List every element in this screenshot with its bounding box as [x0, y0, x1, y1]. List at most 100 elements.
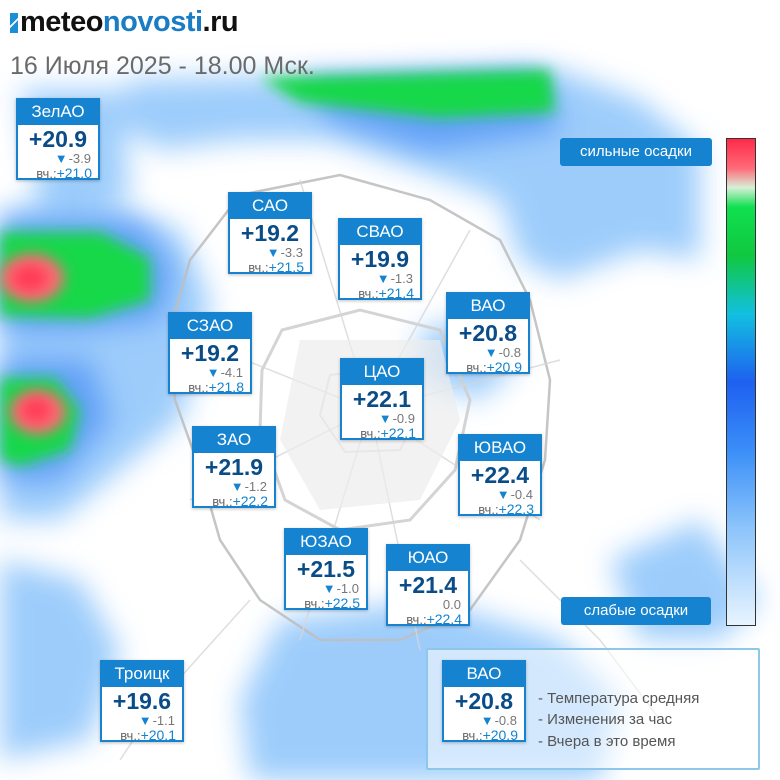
hourly-change-value: -4.1 — [220, 365, 243, 380]
hourly-change: ▼-1.1 — [139, 713, 175, 728]
down-triangle-icon: ▼ — [206, 365, 220, 380]
district-card-zao[interactable]: ЗАО +21.9 ▼-1.2 вч.:+22.2 — [192, 426, 276, 509]
district-temperature: +20.8 — [454, 688, 514, 714]
down-triangle-icon: ▼ — [266, 245, 280, 260]
hourly-change-value: -0.8 — [494, 713, 517, 728]
district-name: ВАО — [442, 660, 526, 687]
yesterday-value: +22.3 — [498, 501, 534, 517]
yesterday-label: вч.: — [120, 728, 141, 743]
district-name: ЦАО — [340, 358, 424, 385]
hourly-change: ▼-1.2 — [231, 479, 267, 494]
yesterday-temperature: вч.:+21.4 — [358, 285, 414, 301]
forecast-date: 16 Июля 2025 - 18.00 Мск. — [10, 52, 315, 80]
yesterday-value: +21.4 — [378, 285, 414, 301]
yesterday-temperature: вч.:+20.1 — [120, 727, 176, 743]
district-name: САО — [228, 192, 312, 219]
down-triangle-icon: ▼ — [54, 151, 68, 166]
hourly-change: ▼-3.9 — [55, 151, 91, 166]
yesterday-label: вч.: — [462, 728, 483, 743]
yesterday-temperature: вч.:+22.4 — [406, 611, 462, 627]
district-card-szao[interactable]: СЗАО +19.2 ▼-4.1 вч.:+21.8 — [168, 312, 252, 395]
yesterday-value: +22.1 — [380, 425, 416, 441]
site-logo[interactable]: meteonovosti.ru — [10, 6, 239, 39]
district-temperature: +20.9 — [28, 126, 88, 152]
district-temperature: +22.1 — [352, 386, 412, 412]
district-card-yuao[interactable]: ЮАО +21.4 0.0 вч.:+22.4 — [386, 544, 470, 627]
down-triangle-icon: ▼ — [138, 713, 152, 728]
hourly-change: ▼-0.8 — [481, 713, 517, 728]
down-triangle-icon: ▼ — [378, 411, 392, 426]
district-temperature: +22.4 — [470, 462, 530, 488]
district-name: ЮЗАО — [284, 528, 368, 555]
yesterday-label: вч.: — [188, 380, 209, 395]
hourly-change-value: -1.2 — [244, 479, 267, 494]
hourly-change-value: -0.9 — [392, 411, 415, 426]
hourly-change-value: -0.8 — [498, 345, 521, 360]
yesterday-label: вч.: — [478, 502, 499, 517]
hourly-change-value: -3.3 — [280, 245, 303, 260]
yesterday-temperature: вч.:+20.9 — [462, 727, 518, 743]
hourly-change: 0.0 — [443, 597, 461, 612]
yesterday-temperature: вч.:+20.9 — [466, 359, 522, 375]
yesterday-temperature: вч.:+21.5 — [248, 259, 304, 275]
district-temperature: +19.9 — [350, 246, 410, 272]
yesterday-temperature: вч.:+22.5 — [304, 595, 360, 611]
double-chevron-icon — [10, 13, 18, 33]
hourly-change: ▼-4.1 — [207, 365, 243, 380]
yesterday-temperature: вч.:+21.8 — [188, 379, 244, 395]
yesterday-label: вч.: — [304, 596, 325, 611]
district-temperature: +19.6 — [112, 688, 172, 714]
hourly-change-value: -1.3 — [390, 271, 413, 286]
hourly-change-value: -0.4 — [510, 487, 533, 502]
district-card-yuvao[interactable]: ЮВАО +22.4 ▼-0.4 вч.:+22.3 — [458, 434, 542, 517]
district-card-zelao[interactable]: ЗелАО +20.9 ▼-3.9 вч.:+21.0 — [16, 98, 100, 181]
yesterday-value: +22.5 — [324, 595, 360, 611]
yesterday-label: вч.: — [36, 166, 57, 181]
district-name: СВАО — [338, 218, 422, 245]
yesterday-temperature: вч.:+22.1 — [360, 425, 416, 441]
hourly-change: ▼-3.3 — [267, 245, 303, 260]
district-card-svao[interactable]: СВАО +19.9 ▼-1.3 вч.:+21.4 — [338, 218, 422, 301]
down-triangle-icon: ▼ — [376, 271, 390, 286]
precipitation-colorbar — [726, 138, 756, 626]
district-temperature: +21.5 — [296, 556, 356, 582]
district-name: ЮВАО — [458, 434, 542, 461]
yesterday-value: +20.1 — [140, 727, 176, 743]
district-temperature: +20.8 — [458, 320, 518, 346]
yesterday-temperature: вч.:+22.2 — [212, 493, 268, 509]
yesterday-value: +22.4 — [426, 611, 462, 627]
yesterday-value: +21.0 — [56, 165, 92, 181]
hourly-change: ▼-0.4 — [497, 487, 533, 502]
down-triangle-icon: ▼ — [230, 479, 244, 494]
district-card-vao[interactable]: ВАО +20.8 ▼-0.8 вч.:+20.9 — [446, 292, 530, 375]
district-temperature: +19.2 — [180, 340, 240, 366]
yesterday-label: вч.: — [248, 260, 269, 275]
logo-part-meteo: meteo — [20, 6, 103, 38]
district-card-cao[interactable]: ЦАО +22.1 ▼-0.9 вч.:+22.1 — [340, 358, 424, 441]
yesterday-label: вч.: — [212, 494, 233, 509]
yesterday-label: вч.: — [358, 286, 379, 301]
legend-sample-card: ВАО +20.8 ▼-0.8 вч.:+20.9 — [442, 660, 526, 743]
hourly-change: ▼-1.0 — [323, 581, 359, 596]
district-card-sao[interactable]: САО +19.2 ▼-3.3 вч.:+21.5 — [228, 192, 312, 275]
district-card-yuzao[interactable]: ЮЗАО +21.5 ▼-1.0 вч.:+22.5 — [284, 528, 368, 611]
hourly-change-value: -1.1 — [152, 713, 175, 728]
hourly-change: ▼-0.8 — [485, 345, 521, 360]
district-temperature: +21.4 — [398, 572, 458, 598]
down-triangle-icon: ▼ — [484, 345, 498, 360]
down-triangle-icon: ▼ — [480, 713, 494, 728]
hourly-change-value: -3.9 — [68, 151, 91, 166]
down-triangle-icon: ▼ — [322, 581, 336, 596]
yesterday-value: +20.9 — [482, 727, 518, 743]
yesterday-value: +21.8 — [208, 379, 244, 395]
district-name: ЗАО — [192, 426, 276, 453]
hourly-change-value: -1.0 — [336, 581, 359, 596]
district-name: ЮАО — [386, 544, 470, 571]
yesterday-value: +22.2 — [232, 493, 268, 509]
legend-line-yesterday: - Вчера в это время — [538, 733, 676, 750]
scale-label-light: слабые осадки — [561, 597, 711, 625]
yesterday-label: вч.: — [406, 612, 427, 627]
district-name: ЗелАО — [16, 98, 100, 125]
district-card-troitsk[interactable]: Троицк +19.6 ▼-1.1 вч.:+20.1 — [100, 660, 184, 743]
district-temperature: +19.2 — [240, 220, 300, 246]
